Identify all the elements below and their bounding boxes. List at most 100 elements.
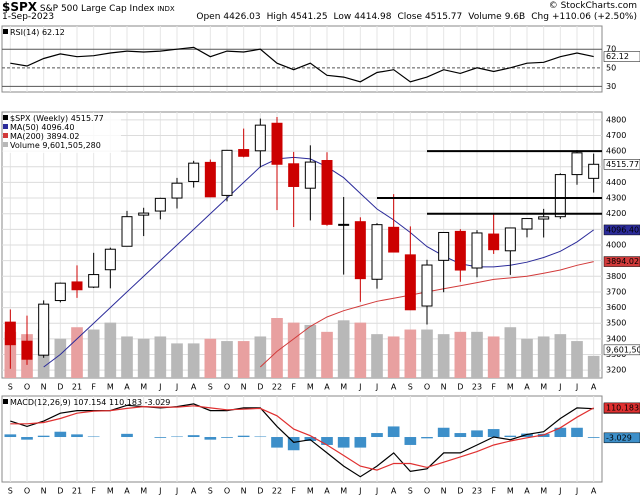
histogram-bar xyxy=(371,433,383,438)
x-tick-label: A xyxy=(324,487,330,496)
value-tag xyxy=(603,432,640,444)
x-tick-label: M xyxy=(107,383,114,392)
volume-bar xyxy=(254,336,267,378)
candle-body xyxy=(554,174,566,218)
legend-entry: Volume 9,601,505,280 xyxy=(10,141,101,150)
x-tick-label: 21 xyxy=(72,487,82,496)
value-tag-label: 9,601,505,280 xyxy=(606,345,640,354)
candle-body xyxy=(338,223,350,226)
candle-body xyxy=(88,274,100,288)
value-tag-label: 110.183 xyxy=(606,403,639,412)
value-tag xyxy=(603,224,640,236)
legend-text: 3894.02 xyxy=(46,132,79,141)
x-tick-label: O xyxy=(24,487,30,496)
candle-body xyxy=(154,197,166,212)
stat-label: Volume xyxy=(468,12,502,22)
histogram-bar xyxy=(521,433,533,438)
x-tick-label: S xyxy=(208,487,213,496)
stat-value: 4414.98 xyxy=(354,12,392,22)
x-tick-label: J xyxy=(375,383,378,392)
x-tick-label: F xyxy=(491,383,496,392)
volume-bar xyxy=(554,334,567,378)
volume-bar xyxy=(187,343,200,378)
date: 1-Sep-2023 xyxy=(2,12,55,22)
volume-bar xyxy=(154,336,167,378)
x-tick-label: F xyxy=(291,383,296,392)
histogram-bar xyxy=(337,437,350,448)
histogram-bar xyxy=(487,429,500,438)
histogram-bar xyxy=(54,431,67,438)
x-tick-label: O xyxy=(24,383,30,392)
y-tick-label: 3500 xyxy=(606,319,626,328)
y-tick-label: 3800 xyxy=(606,272,626,281)
x-tick-label: M xyxy=(140,383,147,392)
value-tag xyxy=(603,344,640,356)
candle-body xyxy=(104,248,116,271)
candle-body xyxy=(488,233,500,251)
x-tick-label: F xyxy=(491,487,496,496)
histogram-bar xyxy=(354,437,367,448)
histogram-bar xyxy=(504,435,517,438)
y-tick-label: 4400 xyxy=(606,178,626,187)
volume-bar xyxy=(404,329,417,378)
volume-bar xyxy=(204,338,217,378)
x-tick-label: N xyxy=(241,487,247,496)
legend-entry: MACD(12,26,9) 107.154 110.183 -3.029 xyxy=(10,398,170,407)
x-tick-label: M xyxy=(507,487,514,496)
y-tick-label: 3400 xyxy=(606,334,626,343)
x-tick-label: O xyxy=(224,487,230,496)
x-tick-label: J xyxy=(375,487,378,496)
candle-body xyxy=(38,303,50,356)
x-tick-label: S xyxy=(408,487,413,496)
legend-text: MA(200) xyxy=(10,132,44,141)
x-tick-label: M xyxy=(340,487,347,496)
volume-bar xyxy=(371,334,383,378)
volume-bar xyxy=(387,336,400,378)
x-tick-label: F xyxy=(91,383,96,392)
value-tag-label: 62.12 xyxy=(606,52,629,61)
indicator-line xyxy=(10,46,594,83)
candle-body xyxy=(354,221,366,280)
stat-label: Chg xyxy=(531,12,549,22)
x-tick-label: A xyxy=(191,487,197,496)
x-tick-label: A xyxy=(524,487,530,496)
value-tag-label: -3.029 xyxy=(606,433,632,442)
candle-body xyxy=(121,216,133,247)
histogram-bar xyxy=(221,437,233,438)
stat-label: Low xyxy=(333,12,352,22)
histogram-bar xyxy=(4,434,17,438)
histogram-bar xyxy=(154,437,167,438)
legend-text: 9,601,505,280 xyxy=(42,141,101,150)
value-tag xyxy=(603,51,640,62)
legend-entry: MA(50) 4096.40 xyxy=(10,123,74,132)
volume-bar xyxy=(521,338,533,378)
legend-entry: MA(200) 3894.02 xyxy=(10,132,80,141)
histogram-bar xyxy=(237,435,250,438)
legend-swatch xyxy=(3,29,8,34)
y-tick-label: 4600 xyxy=(606,147,626,156)
x-tick-label: D xyxy=(57,383,63,392)
y-tick-label: 4800 xyxy=(606,115,626,124)
value-tag xyxy=(603,159,640,170)
exchange: INDX xyxy=(157,5,175,13)
volume-bar xyxy=(504,327,517,378)
histogram-bar xyxy=(421,437,433,439)
candle-body xyxy=(204,161,216,198)
histogram-bar xyxy=(287,437,300,451)
histogram-bar xyxy=(387,426,400,438)
legend-text: 107.154 xyxy=(73,398,106,407)
header: $SPX S&P 500 Large Cap Index INDX © Stoc… xyxy=(0,0,640,22)
x-tick-label: A xyxy=(391,487,397,496)
legend-text: -3.029 xyxy=(145,398,171,407)
legend-text: $SPX (Weekly) xyxy=(10,114,68,123)
y-tick-label: 3700 xyxy=(606,287,626,296)
x-tick-label: F xyxy=(91,487,96,496)
x-tick-label: M xyxy=(540,487,547,496)
x-tick-label: 22 xyxy=(272,487,282,496)
histogram-bar xyxy=(37,435,50,438)
y-tick-label: 50 xyxy=(606,63,616,72)
candle-body xyxy=(504,227,516,252)
candle-body xyxy=(404,254,416,311)
x-tick-label: J xyxy=(558,487,561,496)
